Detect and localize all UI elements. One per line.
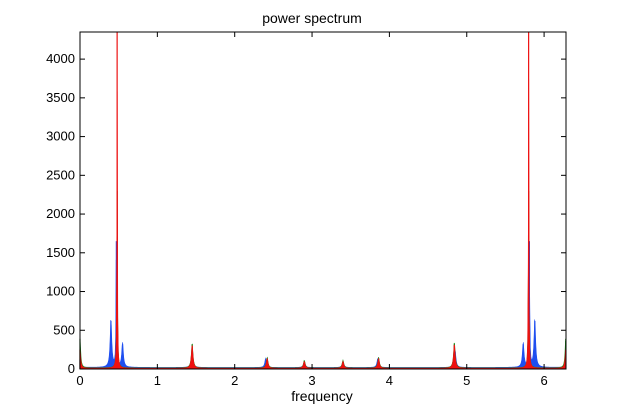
y-tick-label: 2500 — [46, 167, 75, 182]
y-tick-label: 3000 — [46, 129, 75, 144]
y-tick-label: 0 — [68, 361, 75, 376]
y-axis: 0 500 1000 1500 2000 2500 3000 3500 4000 — [46, 51, 566, 376]
x-tick-label: 0 — [76, 373, 83, 388]
y-tick-label: 500 — [53, 322, 75, 337]
y-tick-label: 1500 — [46, 245, 75, 260]
y-tick-label: 3500 — [46, 90, 75, 105]
x-tick-label: 4 — [386, 373, 393, 388]
x-tick-label: 2 — [231, 373, 238, 388]
x-axis: 0 1 2 3 4 5 6 — [76, 32, 548, 388]
series-green-area — [79, 204, 567, 370]
x-tick-label: 1 — [154, 373, 161, 388]
series-layer — [79, 32, 567, 370]
x-tick-label: 6 — [540, 373, 547, 388]
x-axis-label: frequency — [291, 388, 352, 404]
y-tick-label: 1000 — [46, 284, 75, 299]
y-tick-label: 2000 — [46, 206, 75, 221]
x-tick-label: 3 — [308, 373, 315, 388]
plot-frame — [79, 31, 567, 370]
chart-title: power spectrum — [262, 10, 362, 26]
series-red-area — [79, 78, 567, 370]
y-tick-label: 4000 — [46, 51, 75, 66]
x-tick-label: 5 — [463, 373, 470, 388]
series-blue-area — [79, 249, 567, 370]
